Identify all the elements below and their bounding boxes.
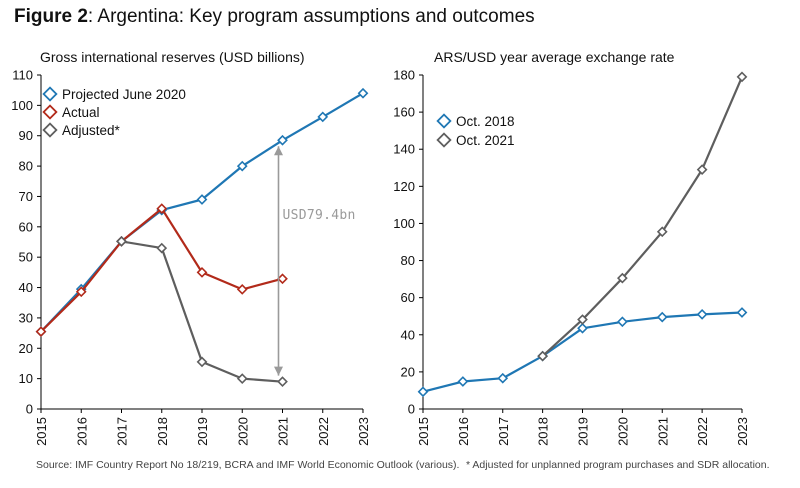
reserves-legend-marker-actual [42, 104, 58, 120]
reserves-point-projected-june-2020 [277, 134, 288, 146]
exchange-x-tick-label: 2018 [536, 417, 551, 446]
exchange-y-tick-label: 160 [393, 105, 415, 120]
reserves-x-tick-label: 2022 [316, 417, 331, 446]
reserves-x-tick-label: 2021 [276, 417, 291, 446]
exchange-point-oct-2018 [617, 316, 628, 328]
reserves-point-actual [75, 286, 87, 298]
exchange-chart-title: ARS/USD year average exchange rate [434, 49, 675, 65]
reserves-point-actual [196, 266, 208, 278]
exchange-point-oct-2018 [736, 307, 748, 318]
reserves-point-adjusted [277, 376, 288, 388]
reserves-point-projected-june-2020 [236, 160, 248, 172]
exchange-point-oct-2021 [617, 272, 628, 284]
reserves-point-adjusted [236, 373, 248, 385]
exchange-point-oct-2021 [656, 226, 668, 238]
exchange-point-oct-2018 [656, 311, 668, 323]
exchange-y-tick-label: 140 [393, 142, 415, 157]
exchange-y-tick-label: 100 [393, 216, 415, 231]
reserves-y-tick-label: 20 [19, 341, 33, 356]
exchange-y-tick-label: 0 [408, 402, 415, 417]
reserves-x-tick-label: 2020 [235, 417, 250, 446]
reserves-x-tick-label: 2017 [115, 417, 130, 446]
reserves-x-tick-label: 2016 [74, 417, 89, 446]
reserves-x-tick-label: 2023 [356, 417, 371, 446]
reserves-y-tick-label: 0 [26, 402, 33, 417]
reserves-point-actual [277, 273, 288, 285]
reserves-point-projected-june-2020 [196, 194, 208, 205]
exchange-x-tick-label: 2017 [496, 417, 511, 446]
exchange-point-oct-2018 [457, 376, 469, 387]
exchange-series-line-oct-2021 [541, 76, 744, 357]
exchange-point-oct-2021 [736, 71, 748, 83]
exchange-y-tick-label: 80 [401, 253, 415, 268]
exchange-x-tick-label: 2020 [615, 417, 630, 446]
exchange-point-oct-2021 [537, 350, 548, 362]
reserves-point-actual [35, 326, 47, 337]
exchange-x-tick-label: 2015 [416, 417, 431, 446]
exchange-y-tick-label: 20 [401, 364, 415, 379]
reserves-annotation-arrowhead-top [274, 146, 283, 156]
exchange-point-oct-2018 [696, 308, 708, 320]
exchange-x-tick-label: 2023 [735, 417, 750, 446]
reserves-annotation-label: USD79.4bn [283, 208, 356, 223]
exchange-x-tick-label: 2022 [695, 417, 710, 446]
reserves-y-tick-label: 40 [19, 280, 33, 295]
reserves-point-adjusted [116, 236, 127, 247]
exchange-y-tick-label: 120 [393, 179, 415, 194]
reserves-y-tick-label: 80 [19, 159, 33, 174]
reserves-point-actual [236, 283, 248, 295]
figure-title: Figure 2: Argentina: Key program assumpt… [14, 6, 535, 28]
exchange-legend-label-oct-2018: Oct. 2018 [456, 114, 515, 129]
reserves-legend-label-adjusted: Adjusted* [62, 123, 121, 138]
reserves-chart-title: Gross international reserves (USD billio… [40, 49, 305, 65]
exchange-point-oct-2018 [417, 386, 429, 398]
reserves-x-tick-label: 2015 [34, 417, 49, 446]
exchange-legend-label-oct-2021: Oct. 2021 [456, 133, 515, 148]
source-note: Source: IMF Country Report No 18/219, BC… [36, 459, 460, 471]
reserves-series-line-actual [40, 207, 283, 333]
reserves-legend-label-actual: Actual [62, 105, 100, 120]
reserves-point-projected-june-2020 [317, 111, 329, 123]
exchange-point-oct-2018 [497, 372, 509, 384]
exchange-x-tick-label: 2016 [456, 417, 471, 446]
reserves-point-actual [156, 203, 168, 214]
reserves-y-tick-label: 10 [19, 371, 33, 386]
figure-label: Figure 2 [14, 6, 88, 27]
reserves-legend-marker-projected-june-2020 [42, 86, 58, 102]
reserves-x-tick-label: 2019 [195, 417, 210, 446]
exchange-y-tick-label: 40 [401, 327, 415, 342]
reserves-y-tick-label: 110 [12, 68, 33, 83]
exchange-legend-marker-oct-2018 [436, 113, 452, 129]
reserves-y-tick-label: 60 [19, 219, 33, 234]
reserves-annotation-arrowhead-bottom [274, 366, 283, 376]
exchange-y-tick-label: 60 [401, 290, 415, 305]
reserves-y-tick-label: 100 [11, 98, 33, 113]
exchange-y-tick-label: 180 [393, 68, 415, 83]
figure-title-text: : Argentina: Key program assumptions and… [87, 6, 535, 27]
reserves-x-tick-label: 2018 [155, 417, 170, 446]
exchange-x-tick-label: 2019 [576, 417, 591, 446]
reserves-point-adjusted [156, 242, 168, 254]
reserves-y-tick-label: 30 [19, 310, 33, 325]
exchange-legend-marker-oct-2021 [436, 132, 452, 148]
reserves-y-tick-label: 70 [19, 189, 33, 204]
adjustment-footnote: * Adjusted for unplanned program purchas… [466, 459, 770, 471]
reserves-y-tick-label: 90 [19, 128, 33, 143]
reserves-y-tick-label: 50 [19, 250, 33, 265]
reserves-point-projected-june-2020 [357, 87, 369, 99]
exchange-point-oct-2021 [577, 314, 588, 325]
reserves-legend-label-projected-june-2020: Projected June 2020 [62, 87, 186, 102]
reserves-point-adjusted [196, 356, 208, 368]
exchange-x-tick-label: 2021 [655, 417, 670, 446]
reserves-legend-marker-adjusted [42, 122, 58, 138]
exchange-point-oct-2021 [696, 164, 708, 176]
exchange-point-oct-2018 [577, 322, 588, 334]
